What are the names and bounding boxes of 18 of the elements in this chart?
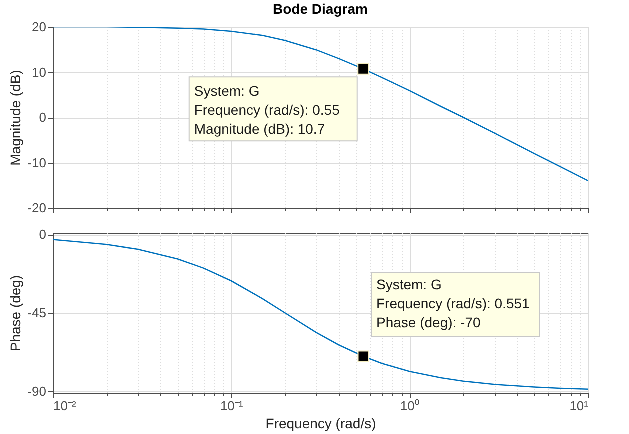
y-tick-label: -90 <box>28 384 46 399</box>
chart-title: Bode Diagram <box>273 1 368 17</box>
y-tick-label: 0 <box>39 227 46 242</box>
x-tick-label: 10¹ <box>570 398 590 414</box>
y-tick-label: -20 <box>28 200 46 216</box>
annotation: System: G Frequency (rad/s): 0.551 Phase (deg): -70 <box>376 276 530 330</box>
y-tick-label: 0 <box>39 110 46 125</box>
x-tick-label: 10⁻² <box>54 398 77 414</box>
x-tick-label: 10⁰ <box>400 398 420 414</box>
annotation: System: G Frequency (rad/s): 0.55 Magnitude (dB): 10.7 <box>194 83 340 138</box>
y-tick-label: -45 <box>28 306 46 320</box>
y-tick-label: 20 <box>32 20 46 34</box>
y-tick-label: -10 <box>28 155 46 170</box>
x-axis-title: Frequency (rad/s) <box>266 416 376 432</box>
y-axis-title: Magnitude (dB) <box>8 70 24 166</box>
x-tick-label: 10⁻¹ <box>220 398 244 414</box>
y-tick-label: 10 <box>32 64 46 80</box>
y-axis-title: Phase (deg) <box>8 275 24 352</box>
